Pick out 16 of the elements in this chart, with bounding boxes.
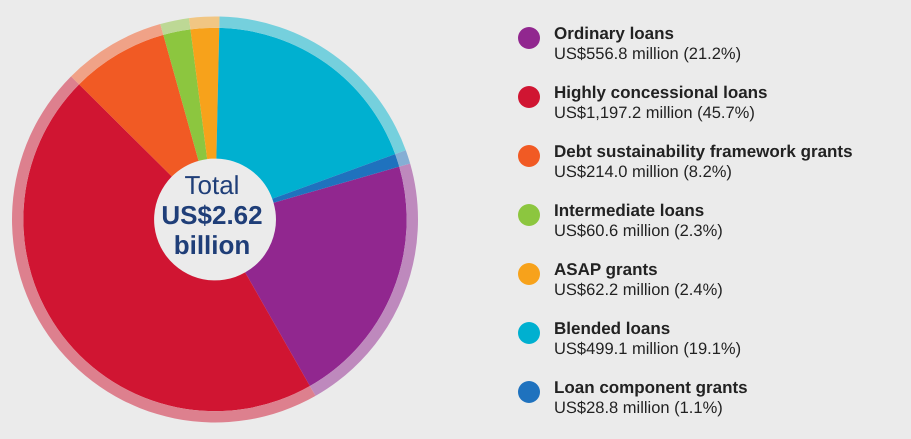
legend-label: Debt sustainability framework grants [554,142,853,162]
text: US$62.2 million (2.4%) [554,281,723,299]
text: US$28.8 million (1.1%) [554,399,723,417]
text: US$214.0 million (8.2%) [554,163,732,181]
text: US$556.8 million (21.2%) [554,45,742,63]
legend-label: ASAP grants [554,260,659,280]
legend-label: Highly concessional loans [554,83,768,103]
text: Total [184,170,240,200]
legend-label: Ordinary loans [554,24,675,44]
legend-label: Blended loans [554,319,672,339]
text: US$60.6 million (2.3%) [554,222,723,240]
legend-label: Loan component grants [554,378,748,398]
text: US$2.62 billion [160,200,264,260]
legend-label: Intermediate loans [554,201,706,221]
text: US$1,197.2 million (45.7%) [554,104,755,122]
text: US$499.1 million (19.1%) [554,340,742,358]
